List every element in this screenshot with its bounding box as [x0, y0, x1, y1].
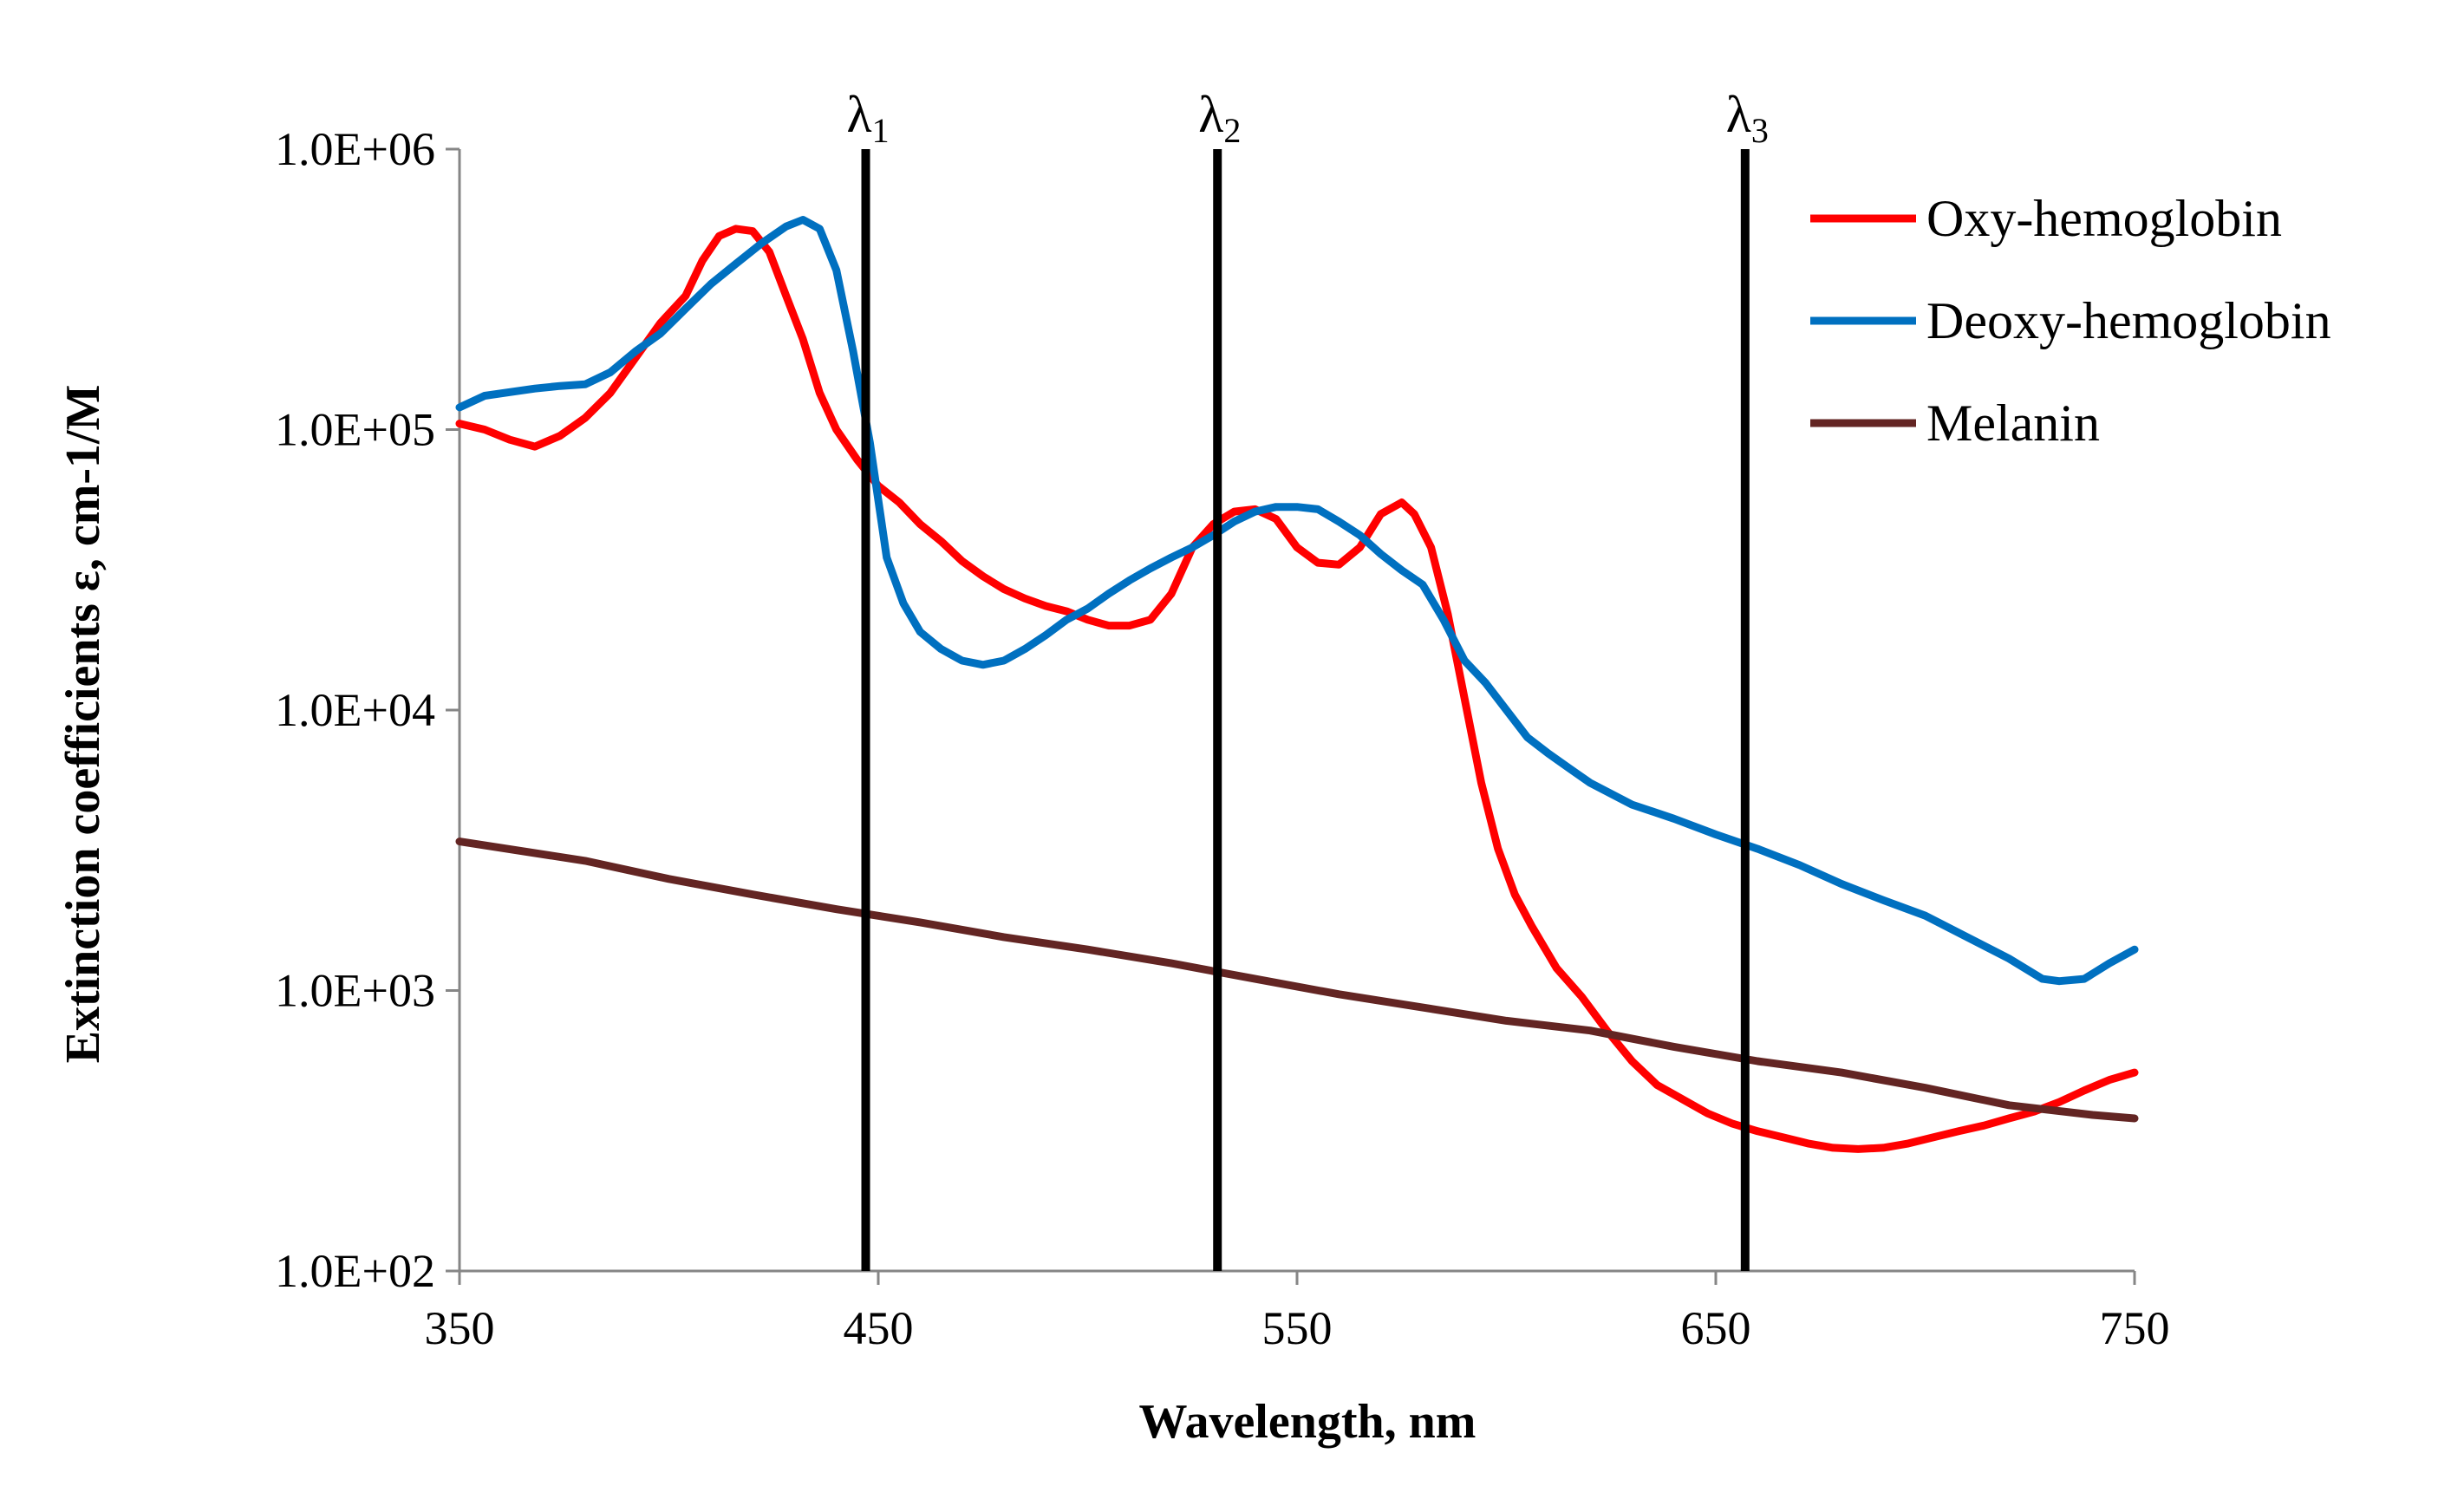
x-tick-label: 650 — [1681, 1302, 1751, 1354]
wavelength-markers: λ1 λ2 λ3 — [847, 86, 1769, 1271]
axes — [446, 147, 2136, 1285]
wavelength-marker-label: λ2 — [1198, 86, 1241, 150]
series-line-deoxy-hemoglobin — [455, 216, 2139, 986]
tick-labels: 1.0E+02 1.0E+03 1.0E+04 1.0E+05 1.0E+06 350 45… — [275, 123, 2169, 1354]
x-tick-label: 750 — [2100, 1302, 2170, 1354]
series-line-oxy-hemoglobin — [455, 225, 2139, 1153]
legend-label: Deoxy-hemoglobin — [1926, 292, 2331, 349]
y-tick-label: 1.0E+02 — [275, 1245, 435, 1297]
series-line-melanin — [455, 837, 2139, 1123]
y-tick-label: 1.0E+04 — [275, 684, 435, 736]
x-tick-label: 550 — [1262, 1302, 1333, 1354]
x-axis-title: Wavelength, nm — [1139, 1395, 1476, 1449]
wavelength-marker-label: λ1 — [847, 86, 890, 150]
legend: Oxy-hemoglobin Deoxy-hemoglobin Melanin — [1810, 190, 2331, 452]
y-axis-title: Extinction coefficients ε, cm-1/M — [56, 385, 110, 1064]
y-tick-label: 1.0E+05 — [275, 404, 435, 456]
x-tick-label: 350 — [425, 1302, 495, 1354]
y-tick-label: 1.0E+06 — [275, 123, 435, 175]
x-tick-label: 450 — [844, 1302, 914, 1354]
series-layer — [455, 216, 2139, 1153]
legend-label: Oxy-hemoglobin — [1926, 190, 2282, 247]
y-tick-label: 1.0E+03 — [275, 965, 435, 1017]
wavelength-marker-label: λ3 — [1726, 86, 1769, 150]
legend-label: Melanin — [1926, 394, 2100, 452]
